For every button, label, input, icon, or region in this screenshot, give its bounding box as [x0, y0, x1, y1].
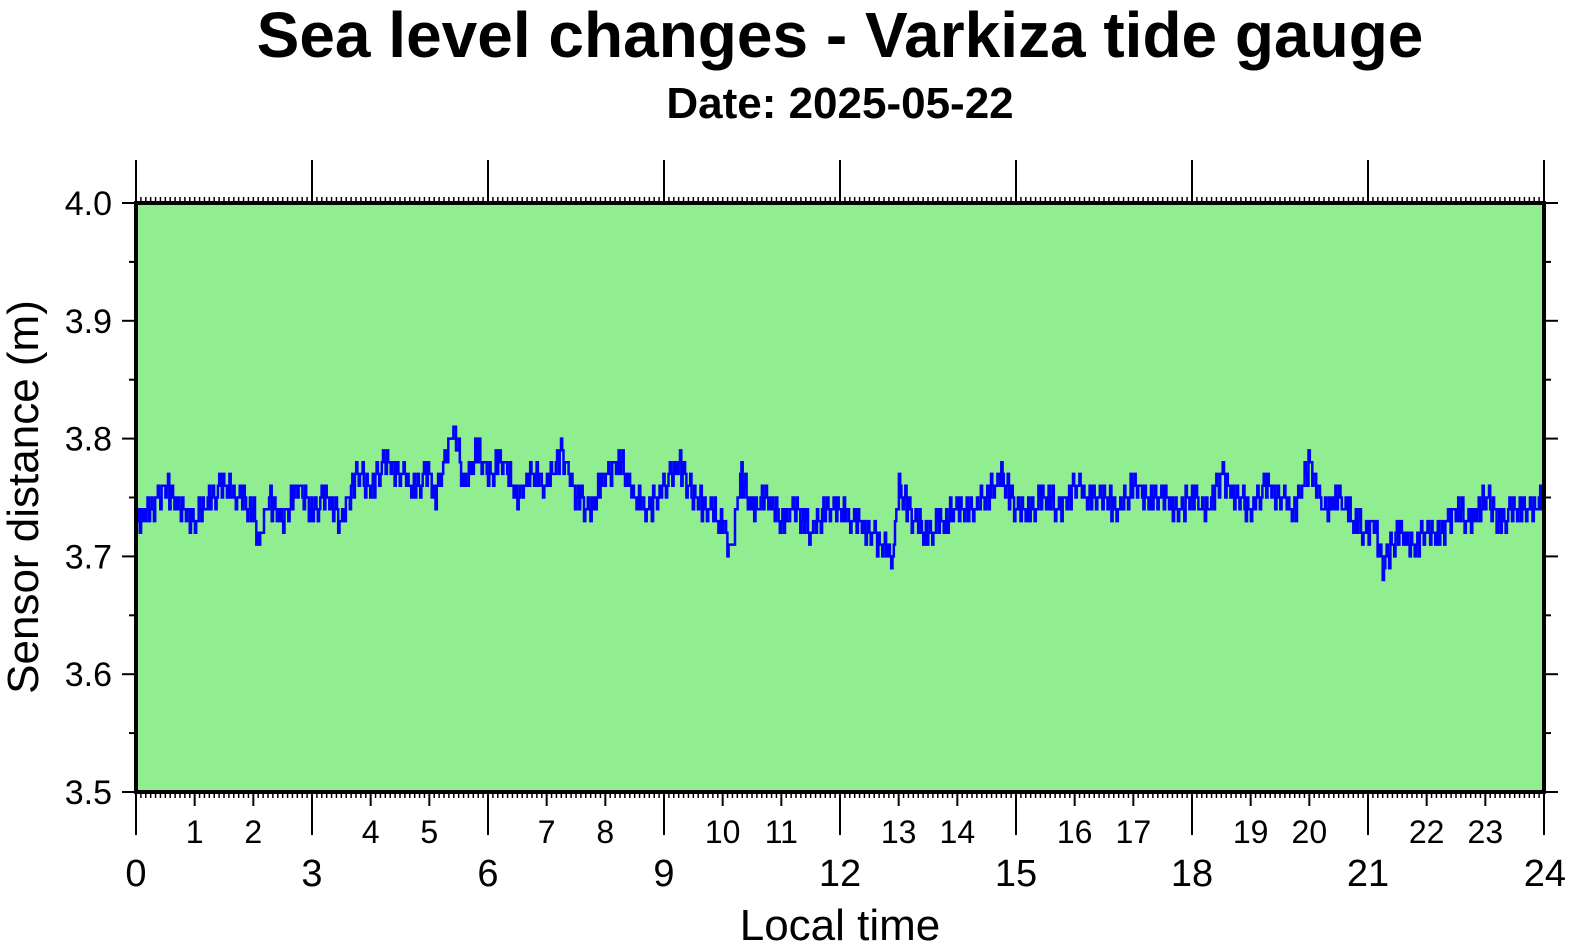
x-minor-tick-label: 16 — [1057, 814, 1093, 850]
x-major-tick-label: 15 — [995, 853, 1037, 895]
x-minor-tick-label: 13 — [881, 814, 917, 850]
y-tick-label: 3.8 — [65, 421, 112, 459]
y-tick-labels: 3.5 3.6 3.7 3.8 3.9 4.0 — [65, 185, 112, 812]
x-minor-tick-label: 10 — [705, 814, 741, 850]
x-major-tick-label: 21 — [1347, 853, 1389, 895]
x-major-tick-label: 0 — [125, 853, 146, 895]
chart-subtitle: Date: 2025-05-22 — [666, 79, 1013, 128]
x-major-tick-label: 9 — [653, 853, 674, 895]
chart-title: Sea level changes - Varkiza tide gauge — [257, 0, 1424, 71]
x-minor-tick-label: 8 — [596, 814, 614, 850]
x-major-tick-label: 3 — [301, 853, 322, 895]
x-minor-tick-label: 1 — [186, 814, 204, 850]
plot-frame — [134, 201, 1546, 794]
x-major-tick-label: 24 — [1524, 853, 1566, 895]
y-tick-label: 3.9 — [65, 303, 112, 341]
x-major-tick-label: 6 — [477, 853, 498, 895]
x-minor-tick-label: 23 — [1468, 814, 1504, 850]
x-minor-tick-label: 4 — [362, 814, 380, 850]
series-line — [136, 425, 1546, 582]
x-minor-tick-label: 20 — [1292, 814, 1328, 850]
y-tick-label: 3.5 — [65, 774, 112, 812]
y-tick-label: 3.6 — [65, 656, 112, 694]
x-minor-tick-label: 11 — [765, 814, 798, 850]
x-major-tick-labels: 0 3 6 9 12 15 18 21 24 — [125, 853, 1566, 895]
y-axis-label: Sensor distance (m) — [0, 300, 48, 694]
y-tick-label: 3.7 — [65, 538, 112, 576]
x-axis-label: Local time — [740, 901, 941, 950]
x-minor-tick-labels: 1 2 4 5 7 8 10 11 13 14 16 17 19 20 22 23 — [186, 814, 1503, 850]
x-minor-tick-label: 7 — [538, 814, 556, 850]
x-major-tick-label: 18 — [1171, 853, 1213, 895]
x-minor-tick-label: 14 — [940, 814, 976, 850]
x-minor-tick-label: 17 — [1116, 814, 1152, 850]
x-major-tick-marks — [135, 160, 1545, 835]
y-tick-label: 4.0 — [65, 185, 112, 223]
x-major-tick-label: 12 — [819, 853, 861, 895]
x-minor-tick-label: 22 — [1409, 814, 1445, 850]
x-minor-tick-label: 19 — [1233, 814, 1269, 850]
x-minor-tick-label: 5 — [420, 814, 438, 850]
x-minor-tick-label: 2 — [244, 814, 262, 850]
